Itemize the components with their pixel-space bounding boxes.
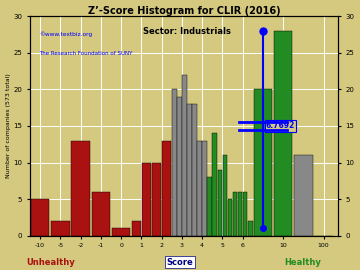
Bar bbox=[112, 228, 130, 236]
Bar bbox=[202, 141, 207, 236]
Bar bbox=[207, 177, 212, 236]
Bar bbox=[71, 141, 90, 236]
Text: ©www.textbiz.org: ©www.textbiz.org bbox=[39, 32, 92, 37]
Bar bbox=[228, 199, 232, 236]
Title: Z’-Score Histogram for CLIR (2016): Z’-Score Histogram for CLIR (2016) bbox=[87, 6, 280, 16]
Bar bbox=[243, 192, 247, 236]
Bar bbox=[152, 163, 161, 236]
Text: The Research Foundation of SUNY: The Research Foundation of SUNY bbox=[39, 51, 132, 56]
Bar bbox=[222, 155, 227, 236]
Bar bbox=[91, 192, 110, 236]
Text: 6.7692: 6.7692 bbox=[266, 122, 295, 130]
Bar bbox=[172, 89, 177, 236]
Bar bbox=[51, 221, 70, 236]
Text: Healthy: Healthy bbox=[284, 258, 321, 266]
Bar bbox=[238, 192, 242, 236]
Bar bbox=[217, 170, 222, 236]
Bar bbox=[248, 221, 253, 236]
Bar bbox=[197, 141, 202, 236]
Text: Unhealthy: Unhealthy bbox=[26, 258, 75, 266]
Bar bbox=[253, 89, 272, 236]
Text: Sector: Industrials: Sector: Industrials bbox=[143, 27, 231, 36]
Bar bbox=[187, 104, 192, 236]
Bar bbox=[132, 221, 141, 236]
Y-axis label: Number of companies (573 total): Number of companies (573 total) bbox=[5, 74, 10, 178]
Bar bbox=[182, 75, 187, 236]
Bar bbox=[142, 163, 151, 236]
Bar bbox=[212, 133, 217, 236]
Text: Score: Score bbox=[167, 258, 193, 266]
Bar bbox=[274, 31, 292, 236]
Bar bbox=[31, 199, 49, 236]
Bar bbox=[177, 97, 182, 236]
Bar bbox=[162, 141, 171, 236]
Bar bbox=[294, 155, 313, 236]
Bar bbox=[233, 192, 237, 236]
Bar bbox=[192, 104, 197, 236]
